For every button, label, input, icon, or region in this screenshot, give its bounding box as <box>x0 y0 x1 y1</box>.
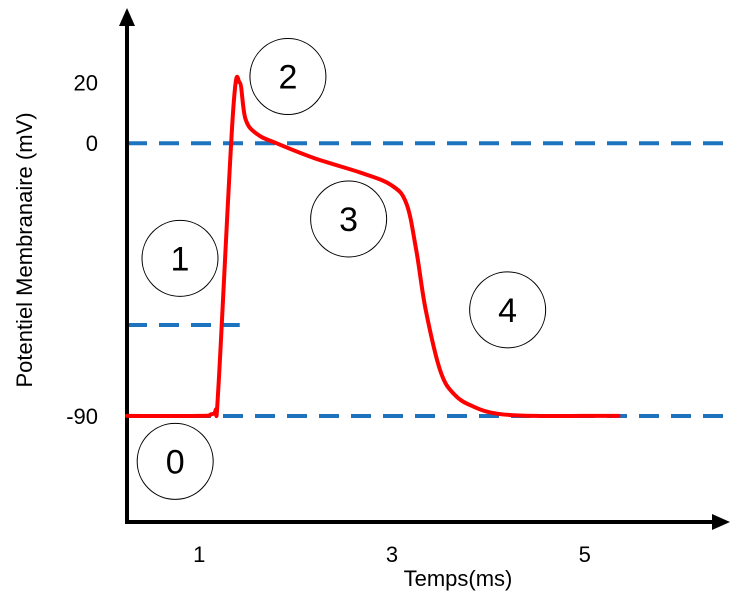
x-tick-label: 3 <box>386 542 398 567</box>
y-tick-label: 20 <box>74 71 98 96</box>
phase-number: 3 <box>339 201 358 239</box>
phase-circle <box>141 219 219 297</box>
phase-marker-1: 1 <box>141 219 219 297</box>
axes <box>119 8 730 530</box>
x-tick-label: 5 <box>579 542 591 567</box>
phase-number: 2 <box>278 59 297 97</box>
reference-lines <box>127 141 730 418</box>
phase-number: 4 <box>498 292 517 330</box>
y-axis-arrow <box>119 8 135 26</box>
phase-circle <box>310 180 388 258</box>
phase-marker-2: 2 <box>249 38 327 116</box>
phase-circle <box>136 422 214 500</box>
x-axis-title: Temps(ms) <box>404 566 513 591</box>
y-tick-label: -90 <box>66 404 98 429</box>
y-tick-label: 0 <box>86 131 98 156</box>
series-line <box>125 74 621 419</box>
x-axis-arrow <box>712 514 730 530</box>
phase-circle <box>249 38 327 116</box>
phase-marker-3: 3 <box>310 180 388 258</box>
phase-labels: 0 1 2 3 4 <box>136 38 547 500</box>
phase-marker-0: 0 <box>136 422 214 500</box>
phase-number: 1 <box>171 240 190 278</box>
tick-labels: 1 3 5 20 0 -90 <box>66 71 591 567</box>
phase-number: 0 <box>166 443 185 481</box>
y-axis-title: Potentiel Membranaire (mV) <box>12 112 37 387</box>
x-tick-label: 1 <box>193 542 205 567</box>
phase-marker-4: 4 <box>469 271 547 349</box>
phase-circle <box>469 271 547 349</box>
